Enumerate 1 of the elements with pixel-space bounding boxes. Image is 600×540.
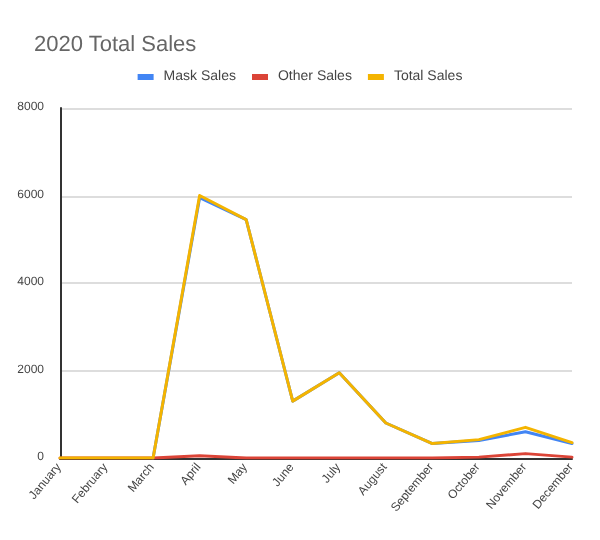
chart-title: 2020 Total Sales	[34, 33, 198, 57]
